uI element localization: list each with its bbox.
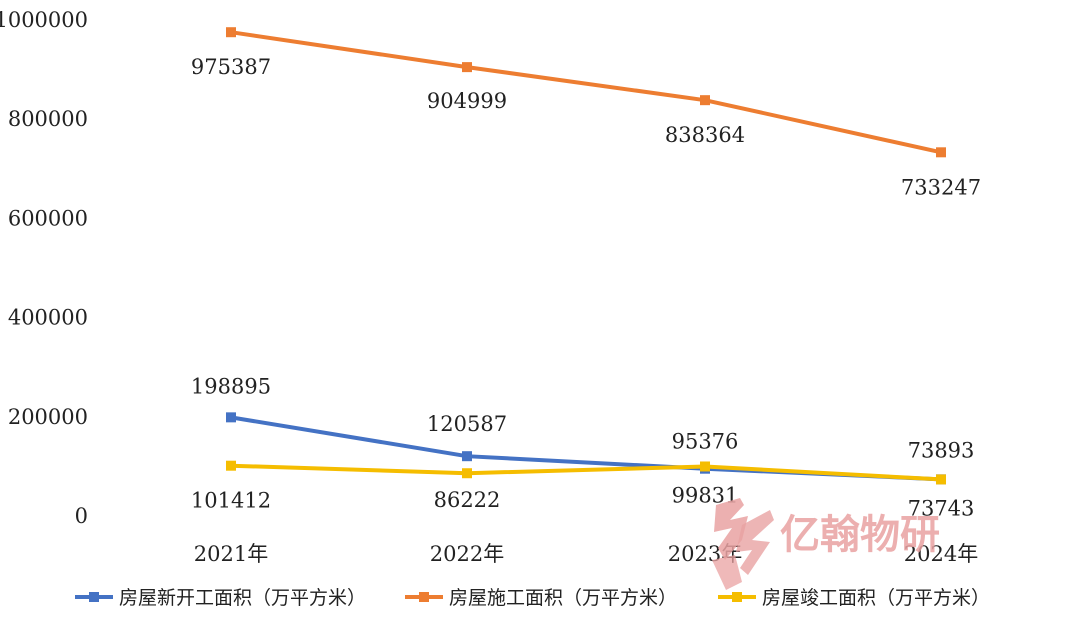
data-label: 975387 [191,55,271,79]
data-label: 86222 [434,488,501,512]
x-tick-label: 2021年 [194,542,268,566]
y-axis: 0 200000 400000 600000 800000 1000000 [0,8,88,528]
series-line [230,30,942,155]
y-tick-label: 200000 [8,405,88,429]
x-tick-label: 2022年 [430,542,504,566]
legend-label: 房屋新开工面积（万平方米） [119,587,366,609]
legend-marker-swatch [732,592,742,602]
y-tick-label: 800000 [8,107,88,131]
data-point-marker [226,27,236,38]
data-labels: 975387 904999 838364 733247 198895 120587 9537… [191,55,981,520]
data-point-marker [462,62,472,73]
data-point-marker [700,461,710,472]
data-label: 198895 [191,374,271,398]
data-point-marker [936,147,946,158]
y-tick-label: 0 [75,504,88,528]
legend-label: 房屋竣工面积（万平方米） [762,587,990,609]
legend-label: 房屋施工面积（万平方米） [449,587,677,609]
data-point-marker [226,412,236,423]
legend-marker-swatch [89,592,99,602]
legend-marker-swatch [419,592,429,602]
data-point-marker [226,460,236,471]
y-tick-label: 400000 [8,306,88,330]
data-point-marker [462,468,472,479]
watermark-text: 亿翰物研 [780,512,940,558]
data-label: 120587 [427,412,507,436]
data-label: 101412 [191,489,271,513]
watermark: 亿翰物研 [712,498,940,590]
x-tick-label: 2024年 [904,542,978,566]
data-label: 73743 [908,496,975,520]
series-lines [226,27,946,485]
data-point-marker [462,451,472,462]
y-tick-label: 600000 [8,206,88,230]
watermark-logo-icon [712,498,774,590]
series-line [230,463,942,482]
data-point-marker [936,474,946,485]
data-label: 73893 [908,438,975,462]
legend: 房屋新开工面积（万平方米） 房屋施工面积（万平方米） 房屋竣工面积（万平方米） [75,587,990,609]
data-label: 904999 [427,89,507,113]
data-point-marker [700,95,710,106]
data-label: 95376 [672,430,739,454]
data-label: 838364 [665,123,745,147]
data-label: 733247 [901,175,981,199]
y-tick-label: 1000000 [0,8,88,32]
